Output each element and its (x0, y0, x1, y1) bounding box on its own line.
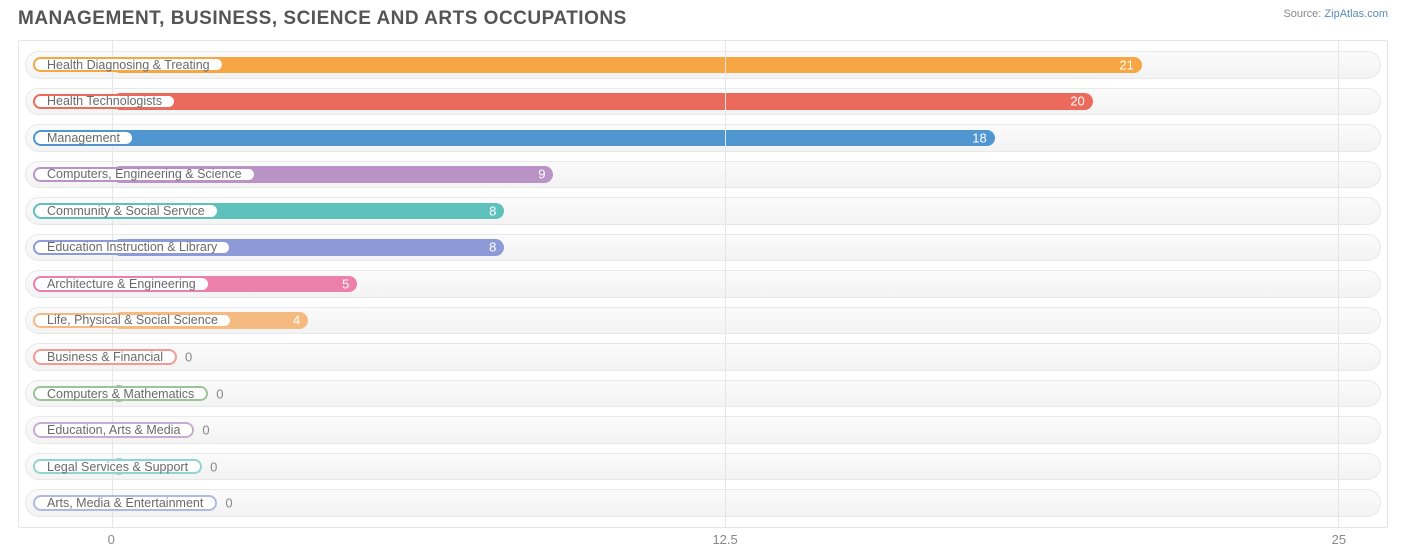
bar-value: 0 (216, 386, 223, 401)
bar-row: Health Diagnosing & Treating 21 (19, 51, 1387, 79)
source-label: Source: (1283, 8, 1321, 20)
bar-label: Computers, Engineering & Science (33, 167, 256, 182)
bar-row: Education, Arts & Media 0 (19, 416, 1387, 444)
bar-row: Education Instruction & Library 8 (19, 234, 1387, 262)
bar-label: Computers & Mathematics (33, 386, 208, 401)
bar-row: Computers, Engineering & Science 9 (19, 161, 1387, 189)
gridline (1338, 41, 1339, 527)
bar-row: Life, Physical & Social Science 4 (19, 307, 1387, 335)
bar-label: Architecture & Engineering (33, 276, 210, 291)
bar-label: Community & Social Service (33, 203, 219, 218)
bar-row: Architecture & Engineering 5 (19, 270, 1387, 298)
bar-label: Health Technologists (33, 94, 176, 109)
x-axis: 0 12.5 25 (18, 528, 1388, 552)
bar-track (25, 380, 1381, 408)
bar-value: 0 (210, 459, 217, 474)
bar-row: Health Technologists 20 (19, 88, 1387, 116)
bar-fill (112, 57, 1142, 74)
bar-value: 21 (1119, 57, 1133, 72)
bar-label: Management (33, 130, 134, 145)
bar-value: 8 (489, 203, 496, 218)
bar-value: 0 (202, 423, 209, 438)
bar-label: Business & Financial (33, 349, 177, 364)
x-tick-label: 12.5 (712, 532, 737, 547)
source-attribution: Source: ZipAtlas.com (1283, 8, 1388, 20)
bar-label: Health Diagnosing & Treating (33, 57, 224, 72)
bar-label: Arts, Media & Entertainment (33, 495, 217, 510)
bar-label: Education Instruction & Library (33, 240, 231, 255)
bar-row: Computers & Mathematics 0 (19, 380, 1387, 408)
chart-area: Health Diagnosing & Treating 21 Health Tec… (18, 40, 1388, 552)
gridline (725, 41, 726, 527)
bars-container: Health Diagnosing & Treating 21 Health Tec… (19, 41, 1387, 527)
plot-region: Health Diagnosing & Treating 21 Health Tec… (18, 40, 1388, 528)
bar-row: Legal Services & Support 0 (19, 453, 1387, 481)
bar-row: Management 18 (19, 124, 1387, 152)
source-link[interactable]: ZipAtlas.com (1324, 8, 1388, 20)
bar-track (25, 416, 1381, 444)
bar-label: Education, Arts & Media (33, 422, 194, 437)
bar-track (25, 343, 1381, 371)
bar-value: 4 (293, 313, 300, 328)
bar-value: 18 (972, 130, 986, 145)
bar-row: Community & Social Service 8 (19, 197, 1387, 225)
bar-fill (112, 130, 995, 147)
bar-value: 0 (225, 496, 232, 511)
bar-fill (112, 93, 1093, 110)
chart-title: MANAGEMENT, BUSINESS, SCIENCE AND ARTS O… (0, 0, 1406, 30)
bar-value: 0 (185, 350, 192, 365)
x-tick-label: 25 (1332, 532, 1346, 547)
bar-label: Legal Services & Support (33, 459, 202, 474)
bar-value: 20 (1070, 94, 1084, 109)
x-tick-label: 0 (108, 532, 115, 547)
bar-label: Life, Physical & Social Science (33, 313, 232, 328)
bar-value: 9 (538, 167, 545, 182)
bar-row: Arts, Media & Entertainment 0 (19, 489, 1387, 517)
bar-value: 8 (489, 240, 496, 255)
bar-value: 5 (342, 276, 349, 291)
bar-row: Business & Financial 0 (19, 343, 1387, 371)
bar-track (25, 453, 1381, 481)
